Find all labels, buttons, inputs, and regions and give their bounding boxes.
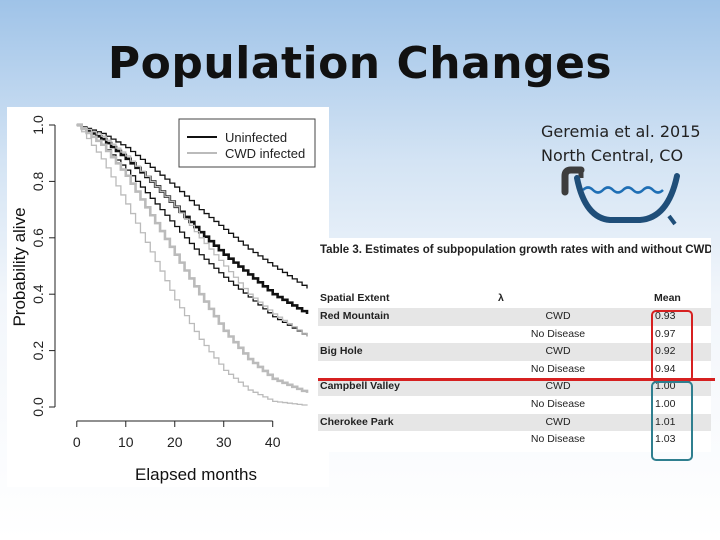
row-lambda: No Disease (530, 433, 586, 446)
x-axis-label: Elapsed months (135, 465, 257, 484)
survival-chart-panel: 0 10 20 30 40 0.0 0.2 0.4 0.6 0.8 1.0 Elapsed month… (7, 107, 329, 487)
citation: Geremia et al. 2015 North Central, CO (541, 120, 701, 168)
series-uninfected-upper (76, 124, 308, 289)
table-row: Cherokee Park CWD 1.01 (318, 413, 711, 432)
series-uninfected-mean (76, 123, 309, 314)
citation-author: Geremia et al. 2015 (541, 122, 701, 141)
row-mean: 1.00 (655, 380, 676, 393)
header-spatial-extent: Spatial Extent (320, 292, 390, 304)
x-tick-label: 40 (265, 434, 281, 450)
survival-chart: 0 10 20 30 40 0.0 0.2 0.4 0.6 0.8 1.0 Elapsed month… (10, 115, 316, 484)
row-spatial-extent: Big Hole (320, 345, 363, 358)
series-cwd-lower (76, 124, 308, 406)
row-lambda: CWD (545, 310, 571, 322)
y-tick-label: 1.0 (30, 115, 46, 135)
cwd-decline-highlight (651, 310, 693, 382)
row-lambda: CWD (545, 380, 571, 393)
stable-growth-highlight (651, 381, 693, 461)
row-mean: 1.03 (655, 433, 676, 446)
table-row: Campbell Valley CWD 1.00 (318, 378, 711, 396)
y-axis-label: Probability alive (10, 207, 29, 326)
row-lambda: No Disease (530, 327, 586, 340)
slide-title: Population Changes (107, 38, 613, 89)
table-row: No Disease 0.97 (318, 326, 711, 344)
table-row: Red Mountain CWD 0.93 (318, 308, 711, 326)
row-mean: 0.94 (655, 362, 676, 375)
row-lambda: No Disease (530, 398, 586, 410)
row-mean: 1.01 (655, 415, 676, 428)
bathtub-icon (561, 166, 680, 226)
citation-location: North Central, CO (541, 146, 684, 165)
y-tick-label: 0.8 (30, 171, 46, 191)
table-row: No Disease 0.94 (318, 361, 711, 379)
table-row: No Disease 1.00 (318, 396, 711, 414)
row-lambda: CWD (545, 415, 571, 428)
row-lambda: No Disease (530, 362, 586, 375)
table-row: No Disease 1.03 (318, 431, 711, 449)
header-lambda: λ (498, 292, 504, 304)
row-mean: 1.00 (655, 398, 676, 410)
x-tick-label: 0 (73, 434, 81, 450)
legend-box (178, 118, 316, 168)
row-spatial-extent: Campbell Valley (320, 380, 400, 393)
series-cwd-mean (76, 123, 309, 393)
header-mean: Mean (654, 292, 681, 304)
y-tick-label: 0.4 (30, 284, 46, 304)
y-tick-label: 0.0 (30, 397, 46, 417)
growth-rate-table: Table 3. Estimates of subpopulation grow… (318, 238, 711, 452)
row-spatial-extent: Cherokee Park (320, 415, 394, 428)
table-row: Big Hole CWD 0.92 (318, 343, 711, 361)
x-tick-label: 30 (216, 434, 232, 450)
legend-label: Uninfected (225, 130, 287, 145)
table-header: Spatial Extent λ Mean (318, 290, 711, 307)
x-tick-label: 10 (118, 434, 134, 450)
row-lambda: CWD (545, 345, 571, 358)
y-tick-label: 0.6 (30, 228, 46, 248)
row-spatial-extent: Red Mountain (320, 310, 390, 322)
separator-line (318, 378, 715, 381)
row-mean: 0.97 (655, 327, 676, 340)
legend-label: CWD infected (225, 146, 305, 161)
row-mean: 0.93 (655, 310, 676, 322)
row-mean: 0.92 (655, 345, 676, 358)
table-caption: Table 3. Estimates of subpopulation grow… (320, 244, 711, 256)
x-tick-label: 20 (167, 434, 183, 450)
y-tick-label: 0.2 (30, 341, 46, 361)
series-cwd-upper (76, 124, 308, 337)
